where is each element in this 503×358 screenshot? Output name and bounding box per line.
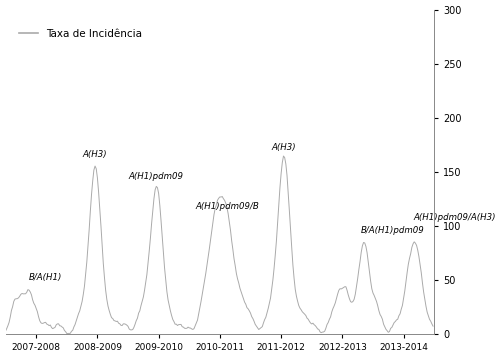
Legend: Taxa de Incidência: Taxa de Incidência (15, 24, 146, 43)
Text: B/A(H1): B/A(H1) (29, 274, 62, 282)
Text: A(H1)pdm09: A(H1)pdm09 (129, 171, 184, 181)
Text: A(H3): A(H3) (83, 150, 107, 159)
Text: A(H1)pdm09/A(H3): A(H1)pdm09/A(H3) (413, 213, 495, 222)
Text: B/A(H1)pdm09: B/A(H1)pdm09 (361, 226, 425, 235)
Text: A(H3): A(H3) (271, 144, 296, 153)
Text: A(H1)pdm09/B: A(H1)pdm09/B (195, 202, 259, 211)
